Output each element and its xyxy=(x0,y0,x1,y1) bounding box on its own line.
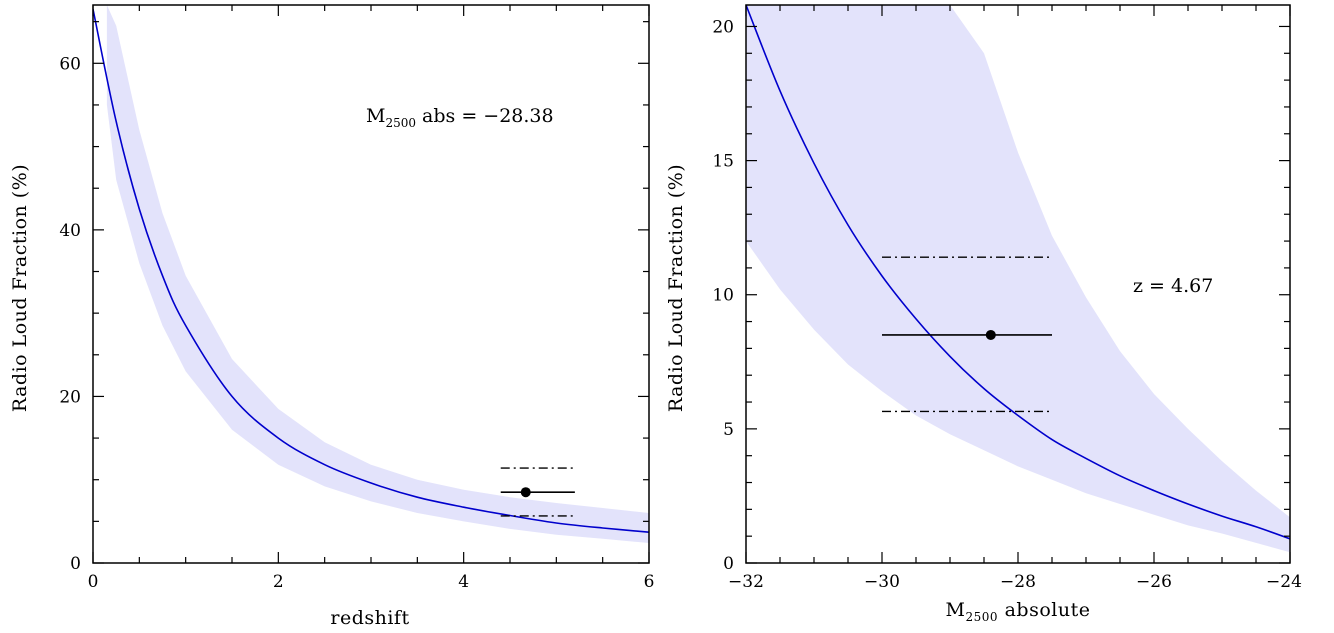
x-tick-label: −28 xyxy=(1000,572,1036,592)
y-tick-label: 10 xyxy=(712,286,734,306)
panel-magnitude: −32 −30 −28 −26 −24 0 5 10 15 20 M2500 absolute R… xyxy=(665,4,1302,624)
y-tick-label: 20 xyxy=(712,17,734,37)
y-tick-label: 40 xyxy=(59,221,81,241)
x-tick-label: 6 xyxy=(644,572,655,592)
y-axis-label: Radio Loud Fraction (%) xyxy=(665,164,687,412)
x-axis-label: M2500 absolute xyxy=(946,599,1091,624)
y-tick-label: 5 xyxy=(723,420,734,440)
y-axis-label: Radio Loud Fraction (%) xyxy=(9,164,31,412)
x-label-text: absolute xyxy=(998,599,1090,621)
confidence-band xyxy=(746,5,1290,553)
x-tick-label: 4 xyxy=(458,572,469,592)
model-curve xyxy=(93,9,649,533)
band-area xyxy=(106,5,649,543)
data-point xyxy=(985,329,996,340)
annotation-redshift: z = 4.67 xyxy=(1133,275,1213,297)
annotation-magnitude: M2500 abs = −28.38 xyxy=(366,105,554,130)
band-area xyxy=(746,5,1290,553)
x-tick-label: 0 xyxy=(88,572,99,592)
y-tick-label: 0 xyxy=(70,554,81,574)
x-tick-label: −26 xyxy=(1136,572,1172,592)
model-curve xyxy=(746,5,1290,540)
annotation-subscript: 2500 xyxy=(385,116,416,130)
x-label-subscript: 2500 xyxy=(966,610,999,624)
y-tick-label: 60 xyxy=(59,54,81,74)
x-tick-label: −30 xyxy=(864,572,900,592)
x-axis-label: redshift xyxy=(330,607,409,629)
annotation-m: M xyxy=(366,105,385,127)
y-tick-label: 15 xyxy=(712,152,734,172)
annotation-text: abs = −28.38 xyxy=(416,105,554,127)
x-label-m: M xyxy=(946,599,966,621)
x-tick-label: −32 xyxy=(728,572,764,592)
curve-line xyxy=(93,9,649,533)
y-tick-label: 0 xyxy=(723,554,734,574)
data-marks xyxy=(882,256,1052,413)
tick-labels: −32 −30 −28 −26 −24 0 5 10 15 20 xyxy=(712,17,1302,592)
plot-frame xyxy=(92,4,650,564)
x-tick-label: 2 xyxy=(273,572,284,592)
axis-ticks xyxy=(745,5,1291,564)
confidence-band xyxy=(106,5,649,543)
data-marks xyxy=(500,467,575,517)
data-point xyxy=(520,487,531,498)
curve-line xyxy=(746,5,1290,540)
y-tick-label: 20 xyxy=(59,387,81,407)
plot-frame xyxy=(745,4,1291,564)
x-tick-label: −24 xyxy=(1266,572,1302,592)
